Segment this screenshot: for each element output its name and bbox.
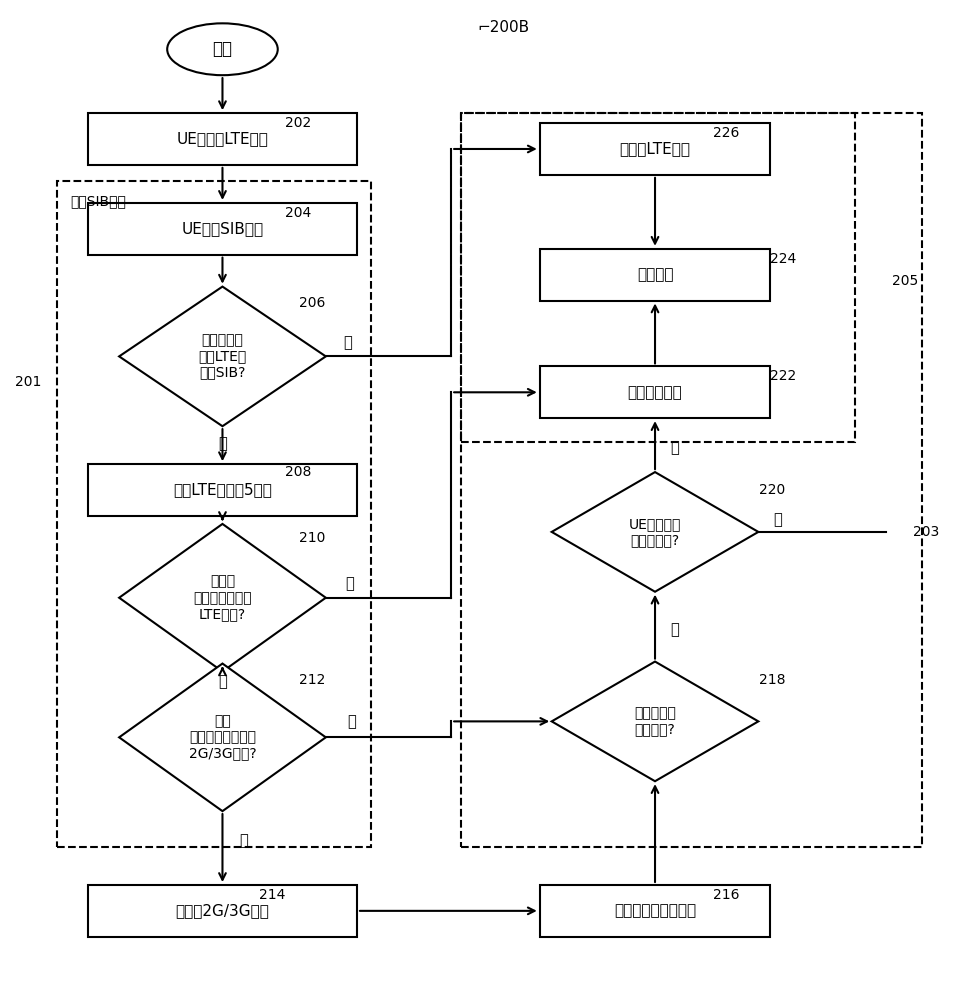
Text: 222: 222 (770, 369, 796, 383)
Text: 标准程序: 标准程序 (637, 267, 673, 282)
Text: 否: 否 (670, 622, 679, 637)
Text: 否: 否 (774, 512, 783, 527)
Polygon shape (551, 472, 759, 592)
Text: 224: 224 (770, 252, 796, 266)
Text: 驻留在LTE小区: 驻留在LTE小区 (620, 141, 690, 156)
Text: 202: 202 (285, 116, 311, 130)
Bar (540, 366, 770, 418)
Text: 执行小区重选: 执行小区重选 (628, 385, 683, 400)
Text: 是否成
功地找到合适的
LTE小区?: 是否成 功地找到合适的 LTE小区? (193, 575, 252, 621)
Text: 是: 是 (343, 335, 352, 350)
Text: 开始: 开始 (212, 40, 232, 58)
Text: UE驻留在LTE小区: UE驻留在LTE小区 (176, 132, 268, 147)
Text: 226: 226 (712, 126, 739, 140)
Text: 203: 203 (913, 525, 939, 539)
Text: 220: 220 (759, 483, 785, 497)
Bar (88, 203, 357, 255)
Text: 否: 否 (218, 437, 227, 452)
Polygon shape (120, 287, 326, 426)
Text: 216: 216 (712, 888, 739, 902)
Text: ⌐200B: ⌐200B (477, 20, 529, 35)
Text: 是: 是 (345, 576, 354, 591)
Bar (88, 885, 357, 937)
Ellipse shape (167, 23, 278, 75)
Text: 206: 206 (300, 296, 326, 310)
Bar (461, 113, 855, 442)
Text: 208: 208 (285, 465, 311, 479)
Text: 218: 218 (759, 673, 786, 687)
Text: 驻留在2G/3G小区: 驻留在2G/3G小区 (175, 903, 269, 918)
Text: 210: 210 (300, 531, 326, 545)
Text: 是否
成功地找到合适的
2G/3G小区?: 是否 成功地找到合适的 2G/3G小区? (189, 714, 256, 761)
Polygon shape (120, 524, 326, 672)
Text: 禁止定时器
是否到期?: 禁止定时器 是否到期? (634, 706, 676, 736)
Text: UE执行SIB获取: UE执行SIB获取 (181, 221, 263, 236)
Text: 记录失败位置的信息: 记录失败位置的信息 (614, 903, 696, 918)
Bar (540, 123, 770, 175)
Text: 212: 212 (300, 673, 326, 687)
Text: 214: 214 (259, 888, 285, 902)
Text: 是否成功地
获取LTE小
区的SIB?: 是否成功地 获取LTE小 区的SIB? (199, 333, 247, 380)
Text: 否: 否 (218, 674, 227, 689)
Bar (57, 181, 371, 847)
Bar (88, 464, 357, 516)
Polygon shape (120, 664, 326, 811)
Text: 204: 204 (285, 206, 311, 220)
Text: 是: 是 (239, 834, 248, 849)
Bar (88, 113, 357, 165)
Text: 禁止LTE小区达5分钟: 禁止LTE小区达5分钟 (173, 483, 272, 498)
Bar (540, 249, 770, 301)
Text: 201: 201 (15, 375, 41, 389)
Bar (461, 113, 923, 847)
Text: 205: 205 (892, 274, 918, 288)
Text: UE是否准备
好重选小区?: UE是否准备 好重选小区? (629, 517, 682, 547)
Polygon shape (551, 662, 759, 781)
Text: 否: 否 (347, 714, 356, 729)
Text: 是: 是 (670, 441, 679, 456)
Text: 触发SIB获取: 触发SIB获取 (70, 194, 126, 208)
Bar (540, 885, 770, 937)
